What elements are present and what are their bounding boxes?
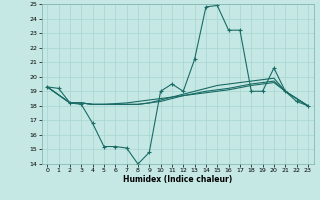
X-axis label: Humidex (Indice chaleur): Humidex (Indice chaleur) <box>123 175 232 184</box>
